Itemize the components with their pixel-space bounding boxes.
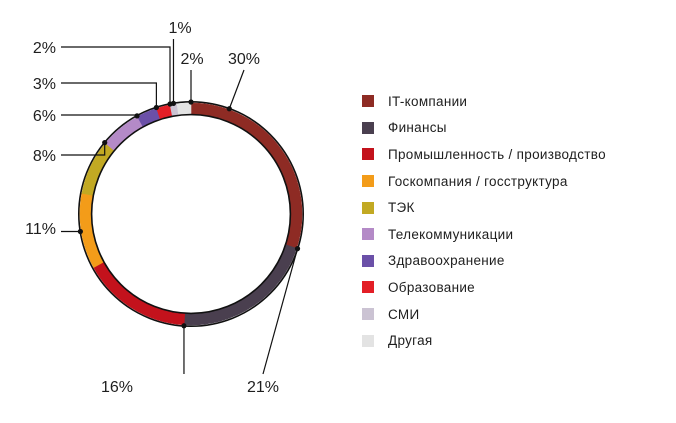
slice-9 (176, 102, 192, 116)
legend-label: Промышленность / производство (388, 146, 606, 162)
leader-lines (61, 39, 301, 375)
percent-label-2: 16% (101, 379, 133, 396)
leader-dot-0 (226, 106, 232, 112)
legend-item-7: Образование (362, 274, 606, 301)
legend-swatch (362, 228, 374, 241)
legend-label: Здравоохранение (388, 253, 505, 269)
percent-label-6: 3% (33, 76, 56, 93)
percent-label-7: 2% (33, 40, 56, 57)
percent-label-5: 6% (33, 108, 56, 125)
legend-label: Госкомпания / госструктура (388, 173, 568, 189)
legend-swatch (362, 95, 374, 108)
legend-item-0: IT-компании (362, 88, 606, 115)
legend: IT-компании Финансы Промышленность / произ… (362, 88, 606, 354)
leader-line-0 (228, 69, 245, 109)
legend-item-8: СМИ (362, 301, 606, 328)
percent-label-1: 21% (247, 379, 279, 396)
legend-item-3: Госкомпания / госструктура (362, 168, 606, 195)
legend-swatch (362, 201, 374, 214)
percent-label-8: 1% (168, 20, 191, 37)
legend-label: Телекоммуникации (388, 226, 514, 242)
leader-line-6 (61, 82, 157, 108)
leader-line-5 (61, 114, 138, 116)
donut-slices (78, 101, 304, 327)
legend-label: Финансы (388, 120, 447, 136)
legend-swatch (362, 121, 374, 134)
percent-label-3: 11% (25, 221, 56, 238)
percent-label-9: 2% (180, 51, 203, 68)
ring-outline-inner (90, 113, 292, 315)
legend-label: СМИ (388, 306, 420, 322)
leader-line-1 (262, 248, 299, 375)
legend-item-1: Финансы (362, 115, 606, 142)
legend-swatch (362, 334, 374, 347)
legend-item-6: Здравоохранение (362, 248, 606, 275)
leader-dot-1 (294, 246, 301, 252)
legend-swatch (362, 148, 374, 161)
legend-label: IT-компании (388, 93, 468, 109)
leader-line-4 (61, 142, 106, 156)
legend-label: Образование (388, 279, 475, 295)
legend-item-2: Промышленность / производство (362, 141, 606, 168)
legend-swatch (362, 175, 374, 188)
percent-label-0: 30% (228, 51, 260, 68)
legend-item-9: Другая (362, 327, 606, 354)
legend-swatch (362, 254, 374, 267)
legend-swatch (362, 308, 374, 321)
legend-item-5: Телекоммуникации (362, 221, 606, 248)
legend-label: Другая (388, 333, 433, 349)
legend-swatch (362, 281, 374, 294)
percent-label-4: 8% (33, 148, 56, 165)
leader-line-7 (61, 46, 171, 104)
percent-labels: 30% 21% 16% 11% 8% 6% 3% 2% 1% 2% (25, 20, 279, 396)
legend-label: ТЭК (388, 200, 415, 216)
legend-item-4: ТЭК (362, 194, 606, 221)
